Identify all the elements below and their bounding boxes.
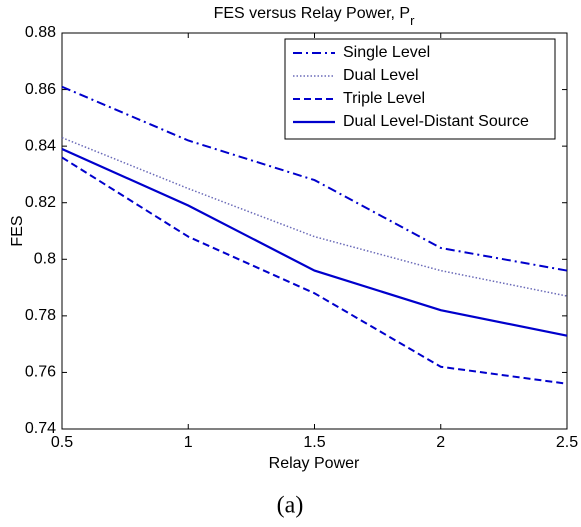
x-tick-label: 2.5 — [556, 434, 578, 451]
series-line — [61, 136, 568, 297]
y-tick-label: 0.74 — [25, 420, 56, 437]
series-line — [61, 85, 568, 272]
legend-label: Dual Level-Distant Source — [343, 113, 529, 130]
y-tick-label: 0.82 — [25, 194, 56, 211]
y-tick-label: 0.84 — [25, 137, 56, 154]
series-line — [61, 147, 568, 337]
y-tick-label: 0.8 — [34, 251, 56, 268]
x-tick-label: 2 — [436, 434, 445, 451]
series-line — [61, 156, 568, 385]
y-tick-label: 0.78 — [25, 307, 56, 324]
chart-title: FES versus Relay Power, Pr — [214, 5, 416, 28]
x-tick-label: 1.5 — [303, 434, 325, 451]
caption: (a) — [277, 493, 304, 519]
x-tick-label: 1 — [184, 434, 193, 451]
x-tick-label: 0.5 — [51, 434, 73, 451]
y-tick-label: 0.88 — [25, 24, 56, 41]
legend-label: Single Level — [343, 44, 430, 61]
legend-label: Triple Level — [343, 90, 425, 107]
x-axis-label: Relay Power — [269, 455, 360, 472]
y-tick-label: 0.76 — [25, 364, 56, 381]
y-axis-label: FES — [9, 215, 26, 246]
y-tick-label: 0.86 — [25, 81, 56, 98]
legend-label: Dual Level — [343, 67, 419, 84]
